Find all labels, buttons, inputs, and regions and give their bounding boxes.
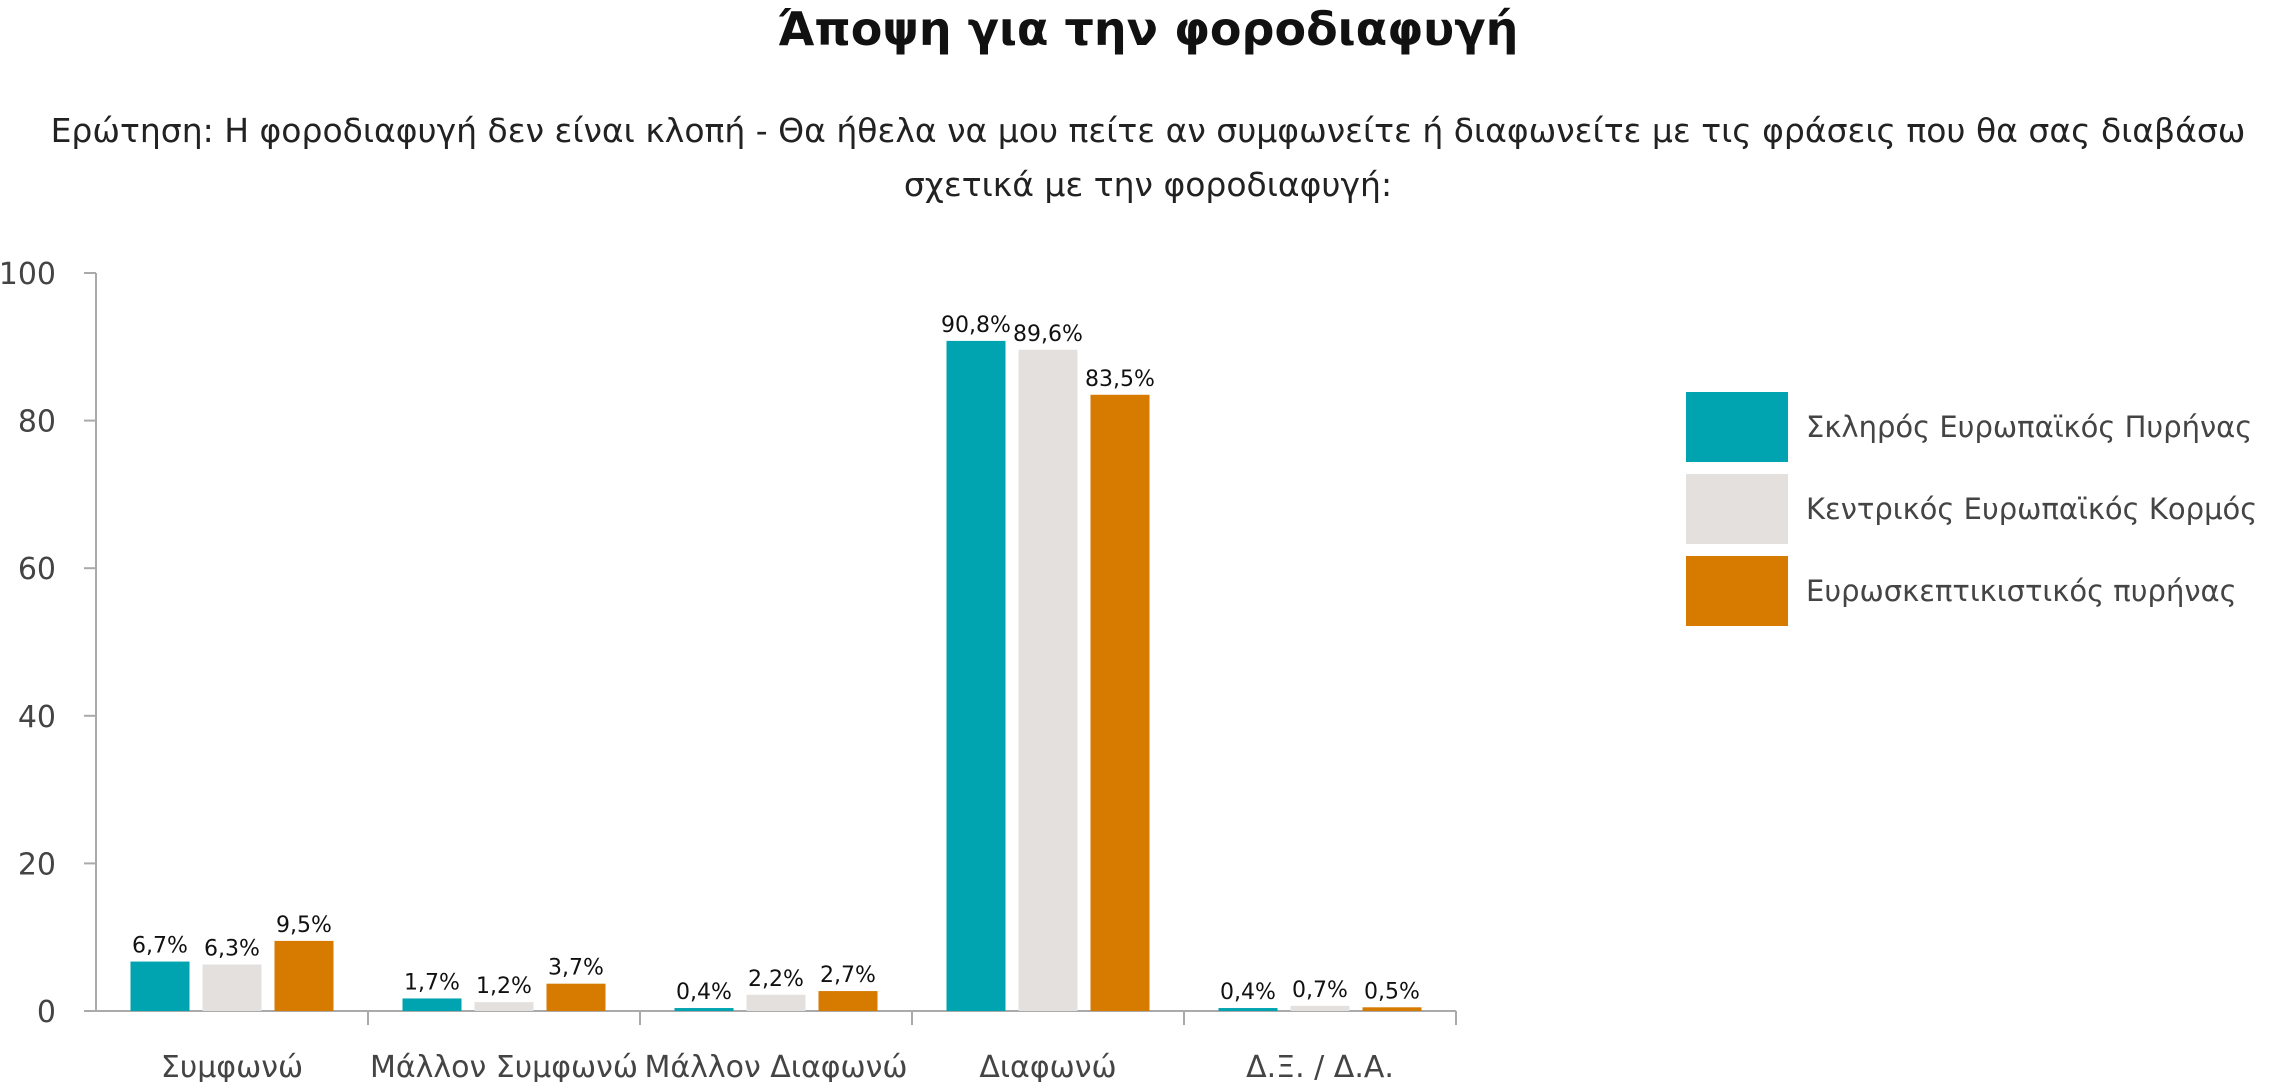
bar-2-1 bbox=[202, 964, 262, 1011]
data-label-2-3: 2,2% bbox=[748, 967, 804, 992]
bar-1-3 bbox=[674, 1008, 734, 1011]
bar-1-2 bbox=[402, 998, 462, 1011]
bar-1-1 bbox=[130, 961, 190, 1011]
bar-2-2 bbox=[474, 1002, 534, 1011]
legend-label-1: Σκληρός Ευρωπαϊκός Πυρήνας bbox=[1806, 410, 2253, 444]
x-category-label-2: Μάλλον Συμφωνώ bbox=[370, 1050, 638, 1082]
legend: Σκληρός Ευρωπαϊκός Πυρήνας Κεντρικός Ευρ… bbox=[1686, 392, 2257, 638]
data-label-1-2: 1,7% bbox=[404, 970, 460, 995]
legend-item-2: Κεντρικός Ευρωπαϊκός Κορμός bbox=[1686, 474, 2257, 544]
bar-3-5 bbox=[1362, 1007, 1422, 1011]
bar-1-5 bbox=[1218, 1008, 1278, 1011]
data-label-1-3: 0,4% bbox=[676, 980, 732, 1005]
bar-1-4 bbox=[946, 340, 1006, 1011]
x-category-label-3: Μάλλον Διαφωνώ bbox=[644, 1050, 907, 1082]
data-label-3-2: 3,7% bbox=[548, 956, 604, 981]
data-label-2-1: 6,3% bbox=[204, 937, 260, 962]
legend-swatch-3 bbox=[1686, 556, 1788, 626]
legend-label-2: Κεντρικός Ευρωπαϊκός Κορμός bbox=[1806, 492, 2258, 526]
legend-item-1: Σκληρός Ευρωπαϊκός Πυρήνας bbox=[1686, 392, 2257, 462]
y-tick-label-1: 20 bbox=[18, 847, 56, 882]
chart-title: Άποψη για την φοροδιαφυγή bbox=[777, 2, 1519, 56]
data-label-3-1: 9,5% bbox=[276, 913, 332, 938]
chart-subtitle: Ερώτηση: Η φοροδιαφυγή δεν είναι κλοπή -… bbox=[0, 104, 2296, 212]
data-label-1-5: 0,4% bbox=[1220, 980, 1276, 1005]
bar-2-5 bbox=[1290, 1005, 1350, 1011]
subtitle-line-2: σχετικά με την φοροδιαφυγή: bbox=[903, 165, 1393, 204]
y-tick-label-5: 100 bbox=[0, 257, 56, 292]
y-tick-label-3: 60 bbox=[18, 552, 56, 587]
x-category-label-5: Δ.Ξ. / Δ.Α. bbox=[1246, 1050, 1394, 1082]
bar-3-2 bbox=[546, 983, 606, 1011]
y-tick-label-4: 80 bbox=[18, 405, 56, 440]
data-label-1-1: 6,7% bbox=[132, 934, 188, 959]
legend-item-3: Ευρωσκεπτικιστικός πυρήνας bbox=[1686, 556, 2257, 626]
bar-2-4 bbox=[1018, 349, 1078, 1011]
legend-swatch-1 bbox=[1686, 392, 1788, 462]
data-label-3-5: 0,5% bbox=[1364, 979, 1420, 1004]
bar-3-4 bbox=[1090, 394, 1150, 1011]
subtitle-line-1: Ερώτηση: Η φοροδιαφυγή δεν είναι κλοπή -… bbox=[50, 111, 2246, 150]
y-tick-label-2: 40 bbox=[18, 700, 56, 735]
data-label-3-3: 2,7% bbox=[820, 963, 876, 988]
data-label-3-4: 83,5% bbox=[1085, 367, 1155, 392]
legend-label-3: Ευρωσκεπτικιστικός πυρήνας bbox=[1806, 574, 2237, 608]
data-label-2-5: 0,7% bbox=[1292, 978, 1348, 1003]
x-category-label-4: Διαφωνώ bbox=[979, 1050, 1116, 1082]
legend-swatch-2 bbox=[1686, 474, 1788, 544]
y-tick-label-0: 0 bbox=[37, 995, 56, 1030]
bar-3-1 bbox=[274, 940, 334, 1011]
bar-2-3 bbox=[746, 994, 806, 1011]
bar-3-3 bbox=[818, 991, 878, 1011]
data-label-1-4: 90,8% bbox=[941, 313, 1011, 338]
x-category-label-1: Συμφωνώ bbox=[161, 1050, 303, 1082]
data-label-2-4: 89,6% bbox=[1013, 322, 1083, 347]
data-label-2-2: 1,2% bbox=[476, 974, 532, 999]
